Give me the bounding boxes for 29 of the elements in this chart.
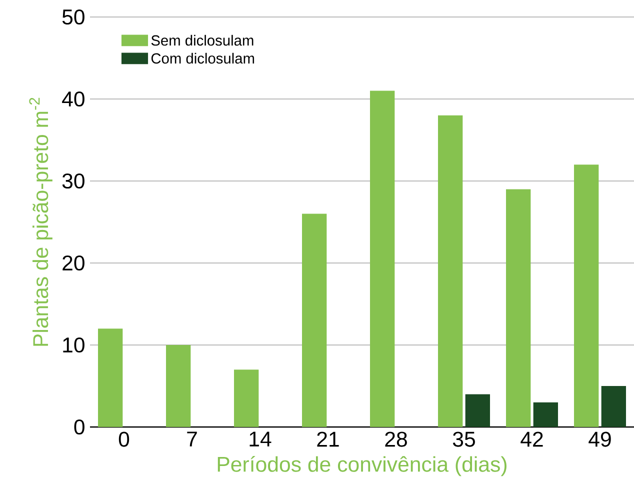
bar — [574, 164, 599, 427]
y-tick-label: 10 — [63, 337, 84, 353]
y-tick-label: 50 — [62, 9, 84, 25]
x-tick-label: 28 — [385, 432, 407, 447]
y-tick-label: 40 — [62, 91, 84, 107]
y-tick-label: 20 — [62, 255, 84, 271]
bar — [370, 90, 395, 427]
bar — [601, 386, 626, 427]
bar — [438, 115, 463, 427]
bar — [166, 345, 191, 427]
x-tick-label: 21 — [317, 432, 339, 447]
y-tick-label: 30 — [62, 173, 84, 189]
bar — [533, 402, 558, 427]
legend-label: Sem diclosulam — [151, 34, 254, 46]
x-tick-label: 42 — [520, 432, 543, 447]
x-tick-label: 7 — [187, 432, 197, 446]
x-tick-label: 0 — [118, 432, 130, 447]
y-tick-label: 0 — [74, 419, 84, 435]
x-tick-label: 35 — [452, 432, 475, 447]
bar — [465, 394, 490, 427]
bar — [98, 328, 123, 427]
y-axis-title: Plantas de picão-preto m$^{-2}$ — [29, 98, 52, 346]
x-tick-label: 14 — [250, 432, 272, 446]
legend-label: Com diclosulam — [151, 52, 254, 64]
bar — [234, 370, 259, 427]
x-tick-label: 49 — [588, 432, 611, 447]
bar — [302, 214, 327, 427]
x-axis-title: Períodos de convivência (dias) — [218, 456, 506, 476]
bar — [506, 189, 531, 427]
